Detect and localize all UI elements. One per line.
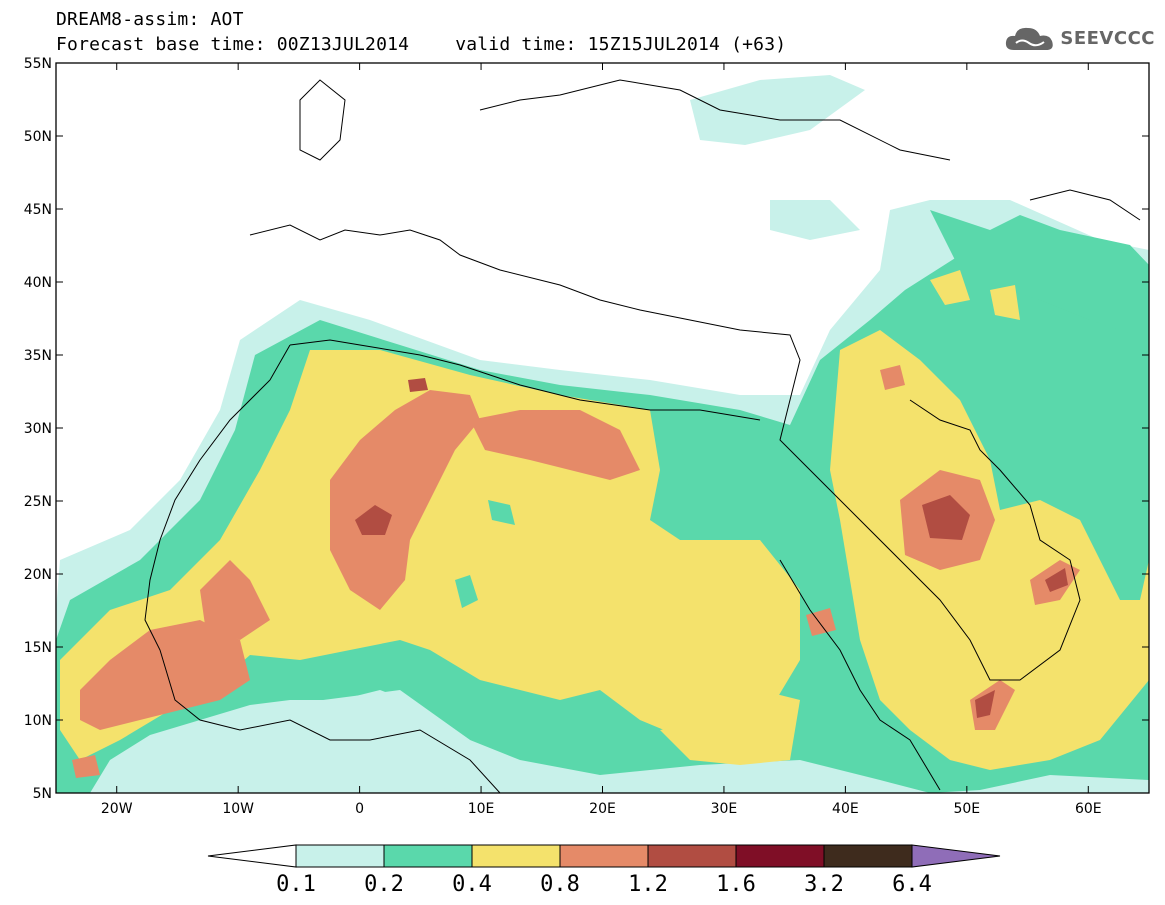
lat-label: 5N [33, 786, 52, 802]
colorbar-tick-label: 0.4 [452, 872, 492, 897]
map-subtitle: Forecast base time: 00Z13JUL2014 valid ti… [56, 35, 786, 55]
lon-label: 0 [355, 801, 364, 817]
lat-label: 10N [24, 713, 52, 729]
lon-label: 10E [468, 801, 495, 817]
colorbar-high-extension [911, 844, 1001, 868]
colorbar-tick-label: 1.2 [628, 872, 668, 897]
longitude-axis: 20W 10W 0 10E 20E 30E 40E 50E 60E [101, 63, 1102, 817]
colorbar-box [647, 844, 737, 868]
lon-label: 20E [589, 801, 616, 817]
lon-label: 40E [832, 801, 859, 817]
lat-label: 20N [24, 567, 52, 583]
colorbar-box [383, 844, 473, 868]
colorbar-low-extension [207, 844, 297, 868]
lat-label: 40N [24, 275, 52, 291]
aot-level-1-2 [355, 378, 1068, 718]
lon-label: 60E [1075, 801, 1102, 817]
valid-time-text: valid time: 15Z15JUL2014 (+63) [455, 34, 787, 55]
colorbar-tick-label: 6.4 [892, 872, 932, 897]
colorbar-tick-label: 0.8 [540, 872, 580, 897]
colorbar-tick-label: 0.1 [276, 872, 316, 897]
colorbar-box [823, 844, 913, 868]
base-time-text: Forecast base time: 00Z13JUL2014 [56, 34, 410, 55]
seevccc-logo: SEEVCCC [1004, 24, 1155, 52]
colorbar-tick-label: 0.2 [364, 872, 404, 897]
colorbar: 0.1 0.2 0.4 0.8 1.2 1.6 3.2 6.4 [207, 844, 1001, 897]
colorbar-tick-label: 1.6 [716, 872, 756, 897]
map-title: DREAM8-assim: AOT [56, 9, 244, 30]
lon-label: 20W [101, 801, 133, 817]
colorbar-box [559, 844, 649, 868]
colorbar-box [471, 844, 561, 868]
lon-label: 30E [711, 801, 738, 817]
coastlines [144, 79, 1141, 793]
lat-label: 15N [24, 640, 52, 656]
colorbar-tick-label: 3.2 [804, 872, 844, 897]
logo-text: SEEVCCC [1060, 27, 1155, 49]
lat-label: 50N [24, 129, 52, 145]
colorbar-box [295, 844, 385, 868]
lat-label: 45N [24, 202, 52, 218]
lon-label: 50E [953, 801, 980, 817]
cloud-icon [1006, 27, 1054, 50]
lat-label: 35N [24, 348, 52, 364]
lat-label: 55N [24, 56, 52, 72]
colorbar-box [735, 844, 825, 868]
lat-label: 30N [24, 421, 52, 437]
aot-level-0-8 [72, 365, 1080, 778]
lat-label: 25N [24, 494, 52, 510]
lon-label: 10W [222, 801, 254, 817]
aot-field [56, 75, 1149, 793]
latitude-axis: 55N 50N 45N 40N 35N 30N 25N 20N 15N 10N 5N [24, 56, 1149, 802]
